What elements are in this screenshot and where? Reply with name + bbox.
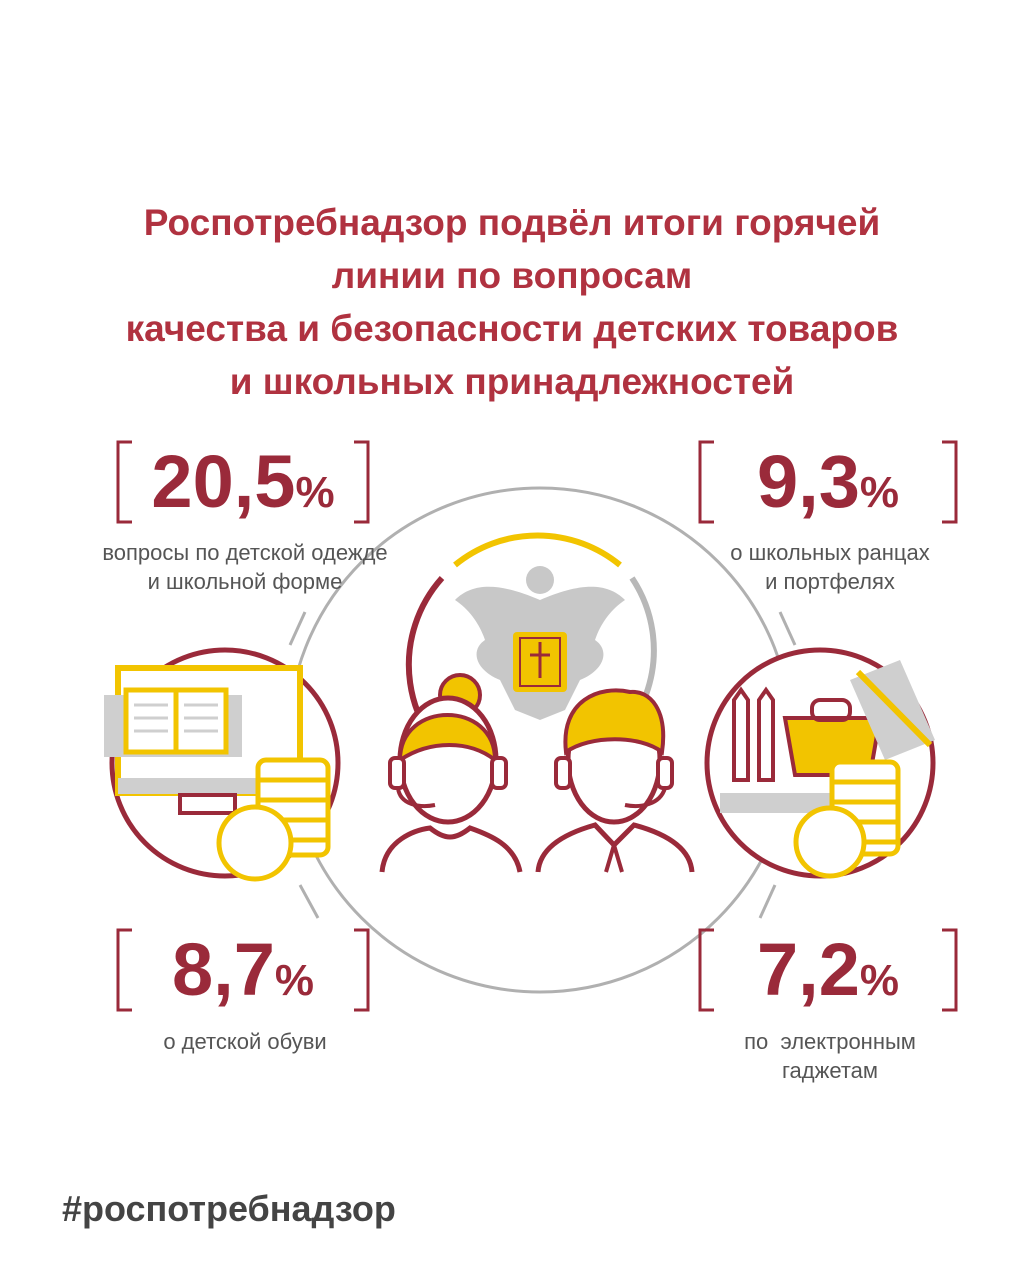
stat-unit: % (295, 468, 335, 517)
stat-label-line: по электронным (744, 1029, 916, 1054)
title-line: и школьных принадлежностей (229, 361, 795, 402)
stat-number: 9,3 (757, 440, 860, 523)
stat-label-line: о школьных ранцах (730, 540, 930, 565)
stat-label-line: и школьной форме (147, 569, 343, 594)
stat-label-line: и портфелях (765, 569, 895, 594)
title-line: качества и безопасности детских товаров (125, 308, 899, 349)
hashtag: #роспотребнадзор (62, 1188, 396, 1229)
operator-man-icon (535, 688, 695, 873)
stat-label-line: вопросы по детской одежде (102, 540, 388, 565)
coins-icon-right (793, 759, 901, 879)
stat-brackets (116, 440, 958, 1012)
stat-unit: % (859, 956, 899, 1005)
title-line: линии по вопросам (331, 255, 693, 296)
stat-value-footwear: 8,7% (118, 930, 368, 1021)
stat-label-backpacks: о школьных ранцах и портфелях (660, 538, 1000, 596)
stat-label-gadgets: по электронным гаджетам (660, 1027, 1000, 1085)
coins-icon (216, 757, 331, 882)
stat-number: 20,5 (151, 440, 296, 523)
page-title: Роспотребнадзор подвёл итоги горячей лин… (0, 196, 1024, 408)
computer-book-icon (104, 647, 341, 879)
stat-unit: % (859, 468, 899, 517)
stat-label-line: о детской обуви (163, 1029, 327, 1054)
operator-woman-icon (379, 673, 523, 873)
stat-value-backpacks: 9,3% (700, 442, 956, 533)
stat-label-clothing: вопросы по детской одежде и школьной фор… (40, 538, 450, 596)
emblem-icon (455, 566, 625, 720)
stat-unit: % (274, 956, 314, 1005)
stat-number: 8,7 (172, 928, 275, 1011)
stat-value-gadgets: 7,2% (700, 930, 956, 1021)
stat-value-clothing: 20,5% (118, 442, 368, 533)
stat-label-footwear: о детской обуви (40, 1027, 450, 1056)
title-line: Роспотребнадзор подвёл итоги горячей (143, 202, 881, 243)
stat-number: 7,2 (757, 928, 860, 1011)
connector-lines (288, 611, 797, 919)
stat-label-line: гаджетам (781, 1058, 879, 1083)
